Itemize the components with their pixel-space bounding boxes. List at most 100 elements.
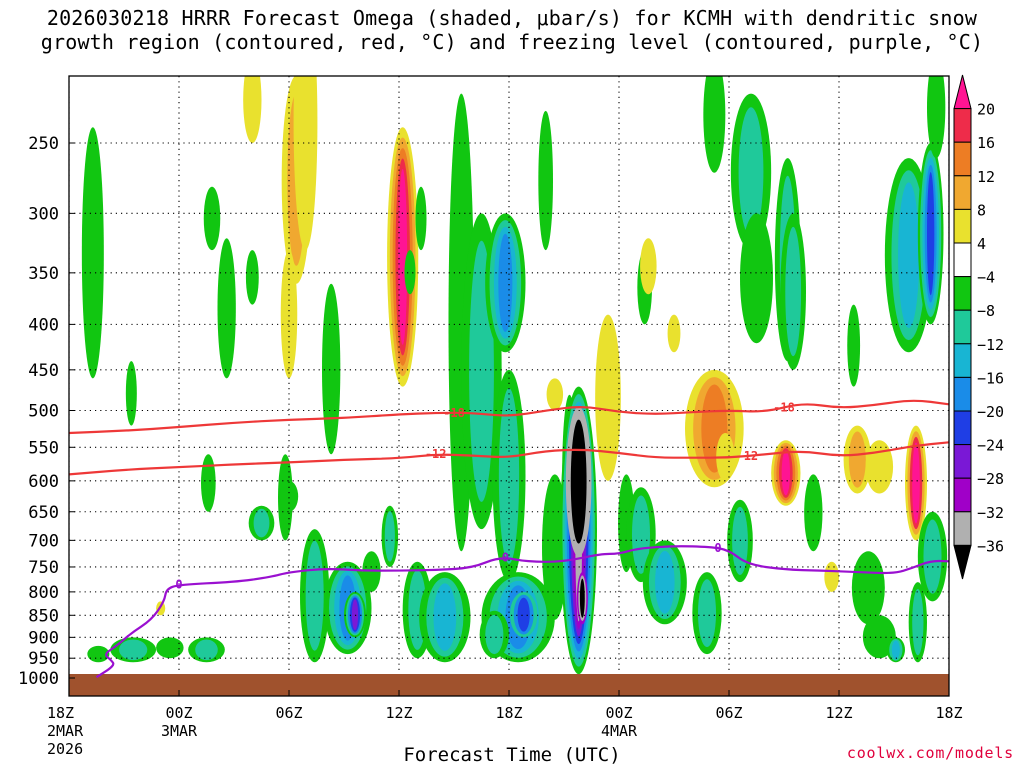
omega-rise-region xyxy=(732,506,748,575)
omega-rise-region xyxy=(351,599,359,631)
x-tick-label: 06Z xyxy=(715,704,742,722)
omega-rise-region xyxy=(703,76,726,173)
colorbar-swatch xyxy=(953,410,972,446)
y-tick-label: 750 xyxy=(28,558,59,578)
site-credit: coolwx.com/models xyxy=(846,744,1014,762)
omega-rise-region xyxy=(898,182,920,329)
omega-rise-region xyxy=(203,186,221,251)
colorbar-swatch xyxy=(953,477,972,513)
omega-sink-region xyxy=(781,450,791,496)
colorbar-label: −36 xyxy=(977,537,1004,555)
omega-rise-region xyxy=(201,454,216,512)
y-tick-label: 950 xyxy=(28,649,59,669)
colorbar-label: 12 xyxy=(977,168,995,186)
omega-rise-region xyxy=(579,578,585,618)
y-tick-label: 400 xyxy=(28,315,59,335)
omega-rise-region xyxy=(322,283,341,455)
colorbar-swatch xyxy=(953,208,972,244)
colorbar-swatch xyxy=(953,376,972,412)
colorbar-label: −28 xyxy=(977,470,1004,488)
omega-rise-region xyxy=(631,495,651,574)
x-tick-label: 4MAR xyxy=(601,722,638,740)
contour-label: 0 xyxy=(714,541,721,555)
omega-rise-region xyxy=(498,233,513,332)
y-tick-label: 450 xyxy=(28,361,59,381)
y-tick-label: 900 xyxy=(28,628,59,648)
omega-rise-region xyxy=(804,474,823,552)
colorbar-label: 8 xyxy=(977,201,986,219)
colorbar-legend: 20 16 12 8 4 −4 −8 −12 −16 −20 −24 −28 −32 −36 xyxy=(953,74,1004,580)
y-tick-label: 350 xyxy=(28,264,59,284)
x-tick-label: 12Z xyxy=(385,704,412,722)
colorbar-swatch xyxy=(953,74,972,110)
omega-rise-region xyxy=(433,583,457,651)
omega-sink-region xyxy=(398,168,408,345)
omega-rise-region xyxy=(740,213,773,344)
y-tick-label: 850 xyxy=(28,606,59,626)
y-tick-label: 700 xyxy=(28,531,59,551)
omega-sink-region xyxy=(546,378,564,411)
omega-rise-region xyxy=(415,186,427,251)
omega-sink-region xyxy=(848,431,866,488)
omega-rise-region xyxy=(891,640,900,660)
colorbar-label: −20 xyxy=(977,403,1004,421)
chart-title-line-2: growth region (contoured, red, °C) and f… xyxy=(40,30,984,54)
colorbar-label: 16 xyxy=(977,134,995,152)
colorbar-swatch xyxy=(953,175,972,210)
omega-rise-region xyxy=(279,480,299,512)
omega-rise-region xyxy=(927,76,946,159)
colorbar-label: 4 xyxy=(977,235,986,253)
contour-label: -18 xyxy=(443,406,465,420)
omega-sink-region xyxy=(865,440,894,494)
omega-rise-region xyxy=(305,540,324,651)
x-tick-label: 00Z xyxy=(165,704,192,722)
omega-sink-region xyxy=(280,250,298,379)
omega-rise-region xyxy=(655,550,675,614)
omega-rise-region xyxy=(570,419,587,544)
x-tick-label: 2026 xyxy=(47,740,83,758)
y-tick-label: 550 xyxy=(28,438,59,458)
omega-sink-region xyxy=(912,442,920,524)
omega-rise-region xyxy=(404,250,416,295)
y-tick-label: 600 xyxy=(28,472,59,492)
colorbar-swatch xyxy=(953,444,972,479)
colorbar-label: −12 xyxy=(977,336,1004,354)
y-tick-label: 300 xyxy=(28,204,59,224)
colorbar-label: −4 xyxy=(977,269,995,287)
omega-rise-region xyxy=(195,639,218,661)
omega-sink-region xyxy=(243,76,262,143)
colorbar-label: −32 xyxy=(977,504,1004,522)
x-tick-label: 3MAR xyxy=(161,722,198,740)
x-tick-label: 00Z xyxy=(605,704,632,722)
omega-rise-region xyxy=(87,645,110,663)
contour-label: -12 xyxy=(425,447,447,461)
omega-sink-region xyxy=(640,238,657,295)
colorbar-swatch xyxy=(953,242,972,278)
contour-label: -18 xyxy=(773,400,795,414)
colorbar-swatch xyxy=(953,343,972,378)
freezing-level-contour xyxy=(95,545,949,679)
omega-rise-region xyxy=(912,589,924,656)
colorbar-swatch xyxy=(953,141,972,177)
omega-rise-region xyxy=(217,238,236,379)
omega-rise-region xyxy=(125,361,137,426)
grid-lines xyxy=(69,76,949,696)
colorbar-swatch xyxy=(953,108,972,143)
omega-rise-region xyxy=(923,519,942,594)
omega-rise-region xyxy=(927,172,935,296)
x-tick-label: 12Z xyxy=(825,704,852,722)
omega-shading xyxy=(81,76,948,675)
omega-rise-region xyxy=(81,127,104,379)
contour-label: -12 xyxy=(736,449,758,463)
omega-rise-region xyxy=(119,639,148,661)
chart-title-line-1: 2026030218 HRRR Forecast Omega (shaded, … xyxy=(46,6,978,30)
isotherm-contour xyxy=(69,441,949,476)
y-tick-label: 650 xyxy=(28,503,59,523)
isotherm-contour xyxy=(69,399,949,435)
omega-sink-region xyxy=(595,314,621,481)
omega-rise-region xyxy=(517,597,530,632)
colorbar-label: −16 xyxy=(977,369,1004,387)
y-tick-label: 800 xyxy=(28,583,59,603)
